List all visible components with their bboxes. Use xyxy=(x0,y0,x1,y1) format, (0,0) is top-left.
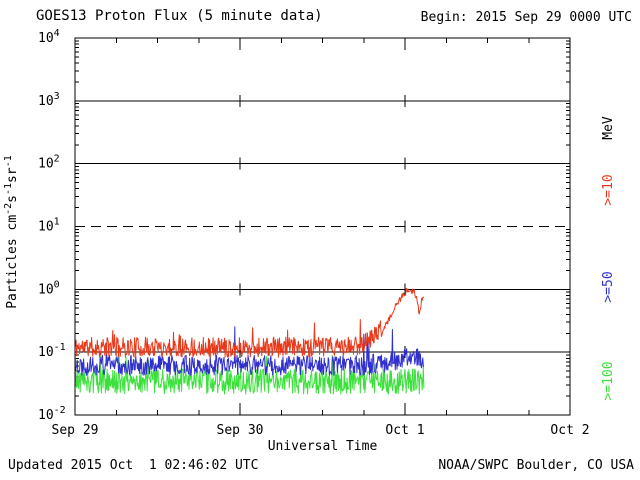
y-tick-label: 101 xyxy=(38,217,60,235)
right-label-10: >=10 xyxy=(601,174,616,205)
x-tick-label: Sep 29 xyxy=(52,423,99,438)
series-line-100 xyxy=(74,352,425,395)
y-tick-label: 104 xyxy=(38,28,60,46)
series-lines xyxy=(74,287,425,395)
chart-title: GOES13 Proton Flux (5 minute data) xyxy=(36,8,323,24)
series-line-10 xyxy=(74,287,425,358)
updated-timestamp: Updated 2015 Oct 1 02:46:02 UTC xyxy=(8,458,259,473)
y-tick-label: 100 xyxy=(38,279,60,297)
x-axis-title: Universal Time xyxy=(267,439,378,454)
y-tick-labels: 104 103 102 101 100 10-1 10-2 xyxy=(38,28,66,423)
y-tick-label: 10-2 xyxy=(38,405,66,423)
series-line-50 xyxy=(74,326,425,376)
plot-frame xyxy=(74,37,571,416)
x-tick-label: Oct 2 xyxy=(550,423,589,438)
begin-time-label: Begin: 2015 Sep 29 0000 UTC xyxy=(420,10,632,25)
right-axis-labels: MeV >=10 >=50 >=100 xyxy=(601,116,616,400)
attribution: NOAA/SWPC Boulder, CO USA xyxy=(438,458,634,473)
y-tick-label: 10-1 xyxy=(38,342,66,360)
y-tick-label: 103 xyxy=(38,91,60,109)
right-label-100: >=100 xyxy=(601,361,616,400)
gridlines xyxy=(75,38,570,415)
right-label-50: >=50 xyxy=(601,271,616,302)
x-tick-label: Sep 30 xyxy=(217,423,264,438)
right-label-mev: MeV xyxy=(601,116,616,140)
y-tick-label: 102 xyxy=(38,154,60,172)
x-tick-label: Oct 1 xyxy=(385,423,424,438)
x-tick-labels: Sep 29 Sep 30 Oct 1 Oct 2 xyxy=(52,423,590,438)
y-axis-title: Particles cm-2s-1sr-1 xyxy=(3,155,20,309)
